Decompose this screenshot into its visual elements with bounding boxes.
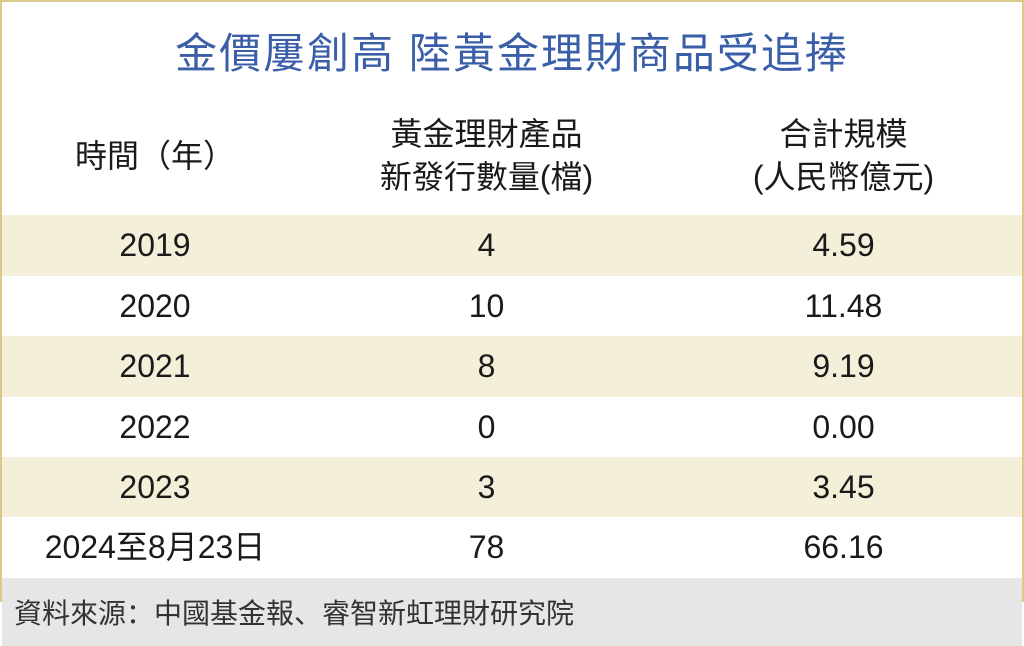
cell-time: 2020 bbox=[2, 276, 308, 336]
table-row: 2020 10 11.48 bbox=[2, 276, 1022, 336]
cell-count: 78 bbox=[308, 517, 665, 577]
cell-count: 10 bbox=[308, 276, 665, 336]
col-header-label: 新發行數量(檔) bbox=[380, 159, 593, 195]
source-note: 資料來源：中國基金報、睿智新虹理財研究院 bbox=[2, 578, 1022, 646]
cell-count: 4 bbox=[308, 215, 665, 275]
cell-scale: 66.16 bbox=[665, 517, 1022, 577]
table-card: 金價屢創高 陸黃金理財商品受追捧 時間（年） 黃金理財產品 新發行數量(檔) 合… bbox=[0, 0, 1024, 602]
cell-scale: 3.45 bbox=[665, 457, 1022, 517]
table-body: 2019 4 4.59 2020 10 11.48 2021 8 9.19 20… bbox=[2, 215, 1022, 577]
cell-time: 2021 bbox=[2, 336, 308, 396]
cell-scale: 11.48 bbox=[665, 276, 1022, 336]
cell-scale: 0.00 bbox=[665, 397, 1022, 457]
col-header-label: (人民幣億元) bbox=[753, 159, 934, 195]
col-header-label: 黃金理財產品 bbox=[390, 116, 582, 152]
table-row: 2021 8 9.19 bbox=[2, 336, 1022, 396]
cell-time: 2022 bbox=[2, 397, 308, 457]
cell-count: 8 bbox=[308, 336, 665, 396]
table-row: 2019 4 4.59 bbox=[2, 215, 1022, 275]
cell-scale: 9.19 bbox=[665, 336, 1022, 396]
cell-time: 2024至8月23日 bbox=[2, 517, 308, 577]
col-header-label: 合計規模 bbox=[779, 116, 907, 152]
page-title: 金價屢創高 陸黃金理財商品受追捧 bbox=[2, 2, 1022, 95]
cell-count: 3 bbox=[308, 457, 665, 517]
cell-time: 2023 bbox=[2, 457, 308, 517]
table-header: 時間（年） 黃金理財產品 新發行數量(檔) 合計規模 (人民幣億元) bbox=[2, 103, 1022, 215]
cell-scale: 4.59 bbox=[665, 215, 1022, 275]
cell-count: 0 bbox=[308, 397, 665, 457]
col-header-time: 時間（年） bbox=[2, 103, 308, 215]
col-header-scale: 合計規模 (人民幣億元) bbox=[665, 103, 1022, 215]
table-row: 2024至8月23日 78 66.16 bbox=[2, 517, 1022, 577]
col-header-count: 黃金理財產品 新發行數量(檔) bbox=[308, 103, 665, 215]
data-table: 時間（年） 黃金理財產品 新發行數量(檔) 合計規模 (人民幣億元) 2019 … bbox=[2, 103, 1022, 578]
col-header-label: 時間（年） bbox=[75, 138, 235, 174]
cell-time: 2019 bbox=[2, 215, 308, 275]
table-row: 2022 0 0.00 bbox=[2, 397, 1022, 457]
table-row: 2023 3 3.45 bbox=[2, 457, 1022, 517]
